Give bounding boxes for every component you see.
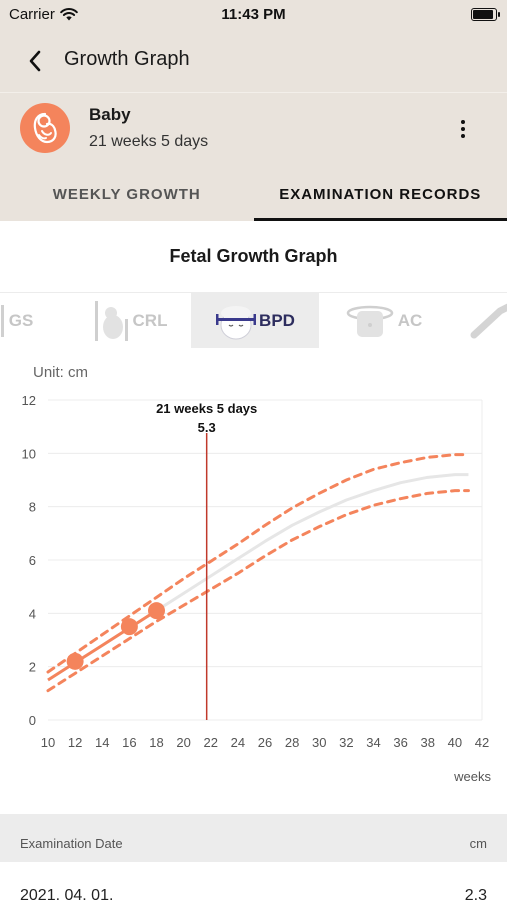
carrier-label: Carrier [9,6,55,23]
wifi-icon [60,8,78,21]
x-tick-label: 36 [393,735,407,750]
tab-weekly-growth[interactable]: WEEKLY GROWTH [52,186,201,203]
x-tick-label: 12 [68,735,82,750]
battery-icon [471,8,500,21]
gs-icon [0,304,4,337]
y-tick-label: 2 [29,660,36,675]
divider [0,292,507,293]
current-week-value: 5.3 [198,420,216,435]
gestational-age: 21 weeks 5 days [89,133,209,150]
baby-profile: Baby 21 weeks 5 days [0,92,507,168]
metric-tab-bpd[interactable]: BPD [191,293,319,348]
more-options-button[interactable] [451,117,475,141]
x-tick-label: 22 [204,735,218,750]
column-header-unit: cm [469,836,487,851]
y-tick-label: 6 [29,553,36,568]
more-dot-icon [461,134,465,138]
page-title: Growth Graph [64,48,190,70]
x-tick-label: 26 [258,735,272,750]
record-tabs: WEEKLY GROWTH EXAMINATION RECORDS [0,168,507,221]
more-dot-icon [461,120,465,124]
y-tick-label: 12 [22,393,36,408]
metric-selector: GS CRL BPD AC [0,293,507,348]
clock: 11:43 PM [221,6,286,23]
battery-level [473,10,493,19]
x-tick-label: 18 [149,735,163,750]
carrier-indicator: Carrier [9,6,78,23]
femur-icon [470,303,507,338]
measurement-point [66,652,84,670]
lower-range-line [46,489,470,693]
unit-label: Unit: cm [33,364,89,381]
x-tick-label: 20 [176,735,190,750]
bpd-head-icon [216,305,257,339]
metric-label-bpd: BPD [259,310,295,330]
measurement-point [148,602,165,620]
ac-abdomen-icon [346,305,393,337]
avatar [20,103,70,153]
metric-label-crl: CRL [132,310,168,330]
measured-range-line [47,609,158,682]
chevron-left-icon [29,50,41,72]
x-axis-unit-label: weeks [454,769,491,784]
tab-examination-records[interactable]: EXAMINATION RECORDS [253,168,507,221]
examination-date: 2021. 04. 01. [20,887,114,900]
x-tick-label: 32 [339,735,353,750]
x-tick-label: 40 [448,735,462,750]
metric-tab-crl[interactable]: CRL [84,293,174,348]
navigation-bar: Growth Graph [0,30,507,92]
median-growth-line [47,473,469,682]
y-tick-label: 8 [29,500,36,515]
x-tick-label: 28 [285,735,299,750]
metric-tab-ac[interactable]: AC [338,293,428,348]
more-dot-icon [461,127,465,131]
y-tick-label: 0 [29,713,36,728]
back-button[interactable] [20,46,50,76]
crl-fetus-icon [94,300,128,341]
y-tick-label: 10 [22,446,36,461]
measurement-point [120,618,138,636]
metric-tab-fl[interactable] [470,293,507,348]
metric-label-ac: AC [397,310,423,330]
status-bar: Carrier 11:43 PM [0,0,507,30]
examination-value: 2.3 [464,887,487,900]
x-tick-label: 14 [95,735,109,750]
x-tick-label: 24 [231,735,245,750]
x-tick-label: 30 [312,735,326,750]
column-header-date: Examination Date [20,836,123,851]
baby-name: Baby [89,105,131,124]
graph-title: Fetal Growth Graph [169,246,338,266]
table-row[interactable]: 2021. 04. 01. 2.3 [0,862,507,900]
x-tick-label: 34 [366,735,380,750]
x-tick-label: 16 [122,735,136,750]
current-week-label: 21 weeks 5 days [156,401,257,416]
x-tick-label: 38 [421,735,435,750]
fetus-icon [33,112,57,144]
y-tick-label: 4 [29,606,36,621]
x-tick-label: 10 [41,735,55,750]
examination-table-header: Examination Date cm [0,814,507,862]
metric-tab-gs[interactable]: GS [0,293,38,348]
metric-label-gs: GS [8,310,34,330]
x-tick-label: 42 [475,735,489,750]
upper-range-line [46,453,470,674]
